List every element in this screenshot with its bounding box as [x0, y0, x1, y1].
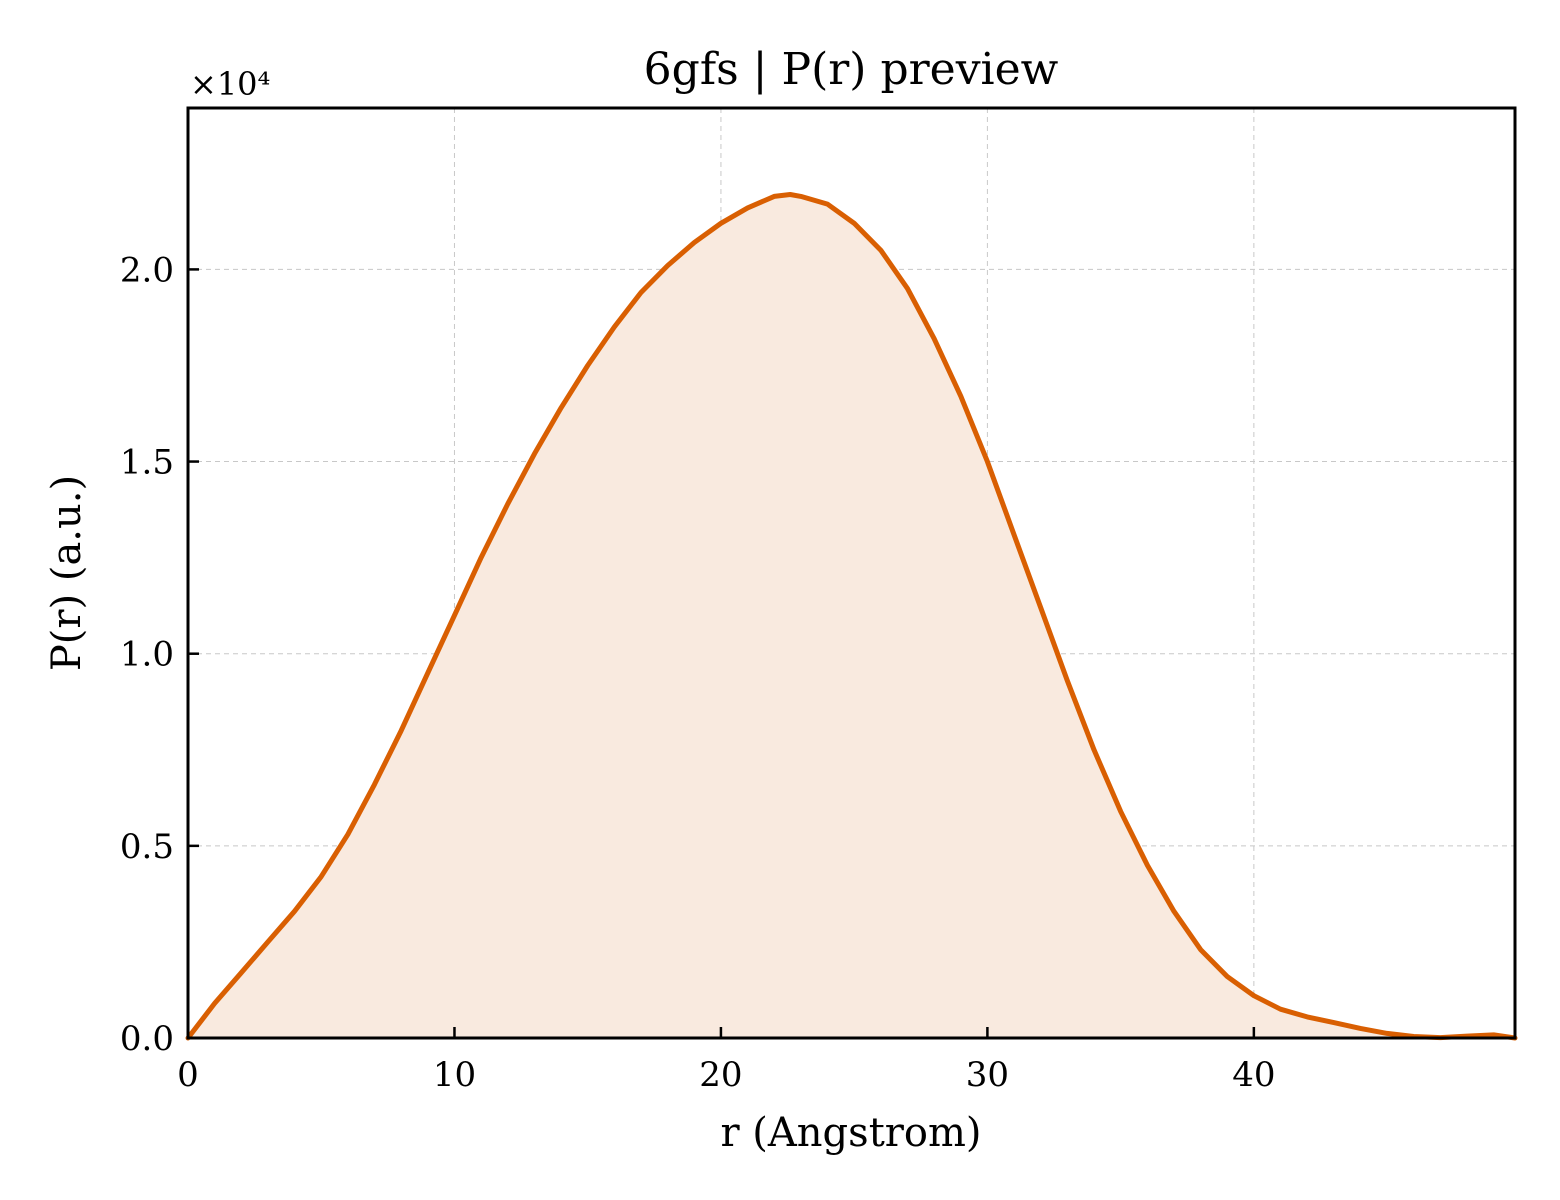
y-tick-label: 2.0	[120, 250, 174, 290]
axis-ticks: 0 10 20 30 40 0.0 0.5 1.0 1.5 2.0	[120, 250, 1276, 1095]
x-tick-label: 0	[177, 1055, 199, 1095]
y-tick-label: 1.5	[120, 443, 174, 483]
x-tick-label: 30	[966, 1055, 1009, 1095]
y-axis-label: P(r) (a.u.)	[44, 475, 90, 671]
y-tick-label: 1.0	[120, 635, 174, 675]
y-tick-label: 0.0	[120, 1019, 174, 1059]
pr-area-fill	[188, 194, 1515, 1038]
x-tick-label: 20	[699, 1055, 742, 1095]
pr-series-line	[185, 192, 1518, 1041]
chart-title: 6gfs | P(r) preview	[644, 44, 1059, 95]
x-tick-label: 40	[1232, 1055, 1275, 1095]
y-tick-label: 0.5	[120, 827, 174, 867]
x-tick-label: 10	[433, 1055, 476, 1095]
plot-frame	[186, 106, 1517, 1040]
x-axis-label: r (Angstrom)	[720, 1110, 981, 1156]
y-offset-label: ×10⁴	[190, 65, 270, 103]
